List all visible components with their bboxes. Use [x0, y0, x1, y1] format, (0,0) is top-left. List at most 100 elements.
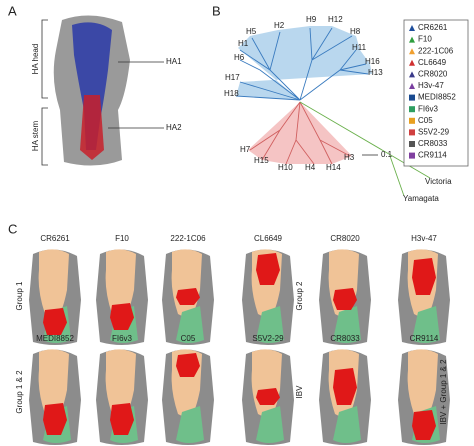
region-label: HA stem	[31, 121, 40, 152]
surface-head	[105, 349, 136, 420]
legend-label: CR8033	[418, 139, 448, 148]
ha-surface	[242, 249, 294, 345]
surface-stem	[333, 306, 361, 343]
legend-marker	[409, 152, 415, 159]
surface-stem	[176, 306, 204, 343]
legend-label: S5V2-29	[418, 128, 450, 137]
epitope	[256, 253, 280, 285]
legend-marker	[409, 25, 415, 31]
surface-stem	[412, 306, 440, 343]
group2-clade	[248, 102, 352, 164]
legend-marker	[409, 94, 415, 101]
legend-label: C05	[418, 116, 433, 125]
epitope	[43, 403, 67, 435]
antibody-label: CR9114	[410, 334, 439, 343]
antibody-label: C05	[181, 334, 196, 343]
antibody-label: MEDI8852	[36, 334, 74, 343]
leaf-label: H10	[278, 163, 293, 172]
ha-surface	[96, 349, 148, 445]
legend	[403, 19, 469, 167]
leaf-label: H18	[224, 89, 239, 98]
subunit-label: HA1	[166, 57, 182, 66]
branches	[249, 101, 351, 165]
group-label: Group 1 & 2	[15, 370, 24, 414]
leaf-label: H4	[305, 163, 316, 172]
antibody-label: CL6649	[254, 234, 283, 243]
leaf-label: H7	[240, 145, 251, 154]
panel-label: B	[212, 3, 221, 18]
legend-marker	[409, 129, 415, 136]
antibody-label: CR8033	[330, 334, 360, 343]
antibody-label: CR6261	[40, 234, 70, 243]
epitope	[333, 368, 357, 405]
legend-label: CR6261	[418, 23, 448, 32]
antibody-label: H3v-47	[411, 234, 437, 243]
epitope	[110, 403, 134, 435]
epitope	[43, 308, 67, 335]
scale-label: 0.1	[381, 150, 393, 159]
leaf-label: H5	[246, 27, 257, 36]
legend-marker	[409, 71, 415, 78]
branches	[235, 27, 369, 101]
panel-label: C	[8, 221, 17, 236]
legend-label: FI6v3	[418, 104, 439, 113]
panel-label: A	[8, 3, 17, 18]
ha-surface	[319, 249, 371, 345]
legend-label: H3v-47	[418, 81, 444, 90]
surface-head	[407, 349, 438, 420]
epitope	[256, 388, 280, 405]
leaf-label: H16	[365, 57, 380, 66]
antibody-label: FI6v3	[112, 334, 133, 343]
leaf-label: H17	[225, 73, 240, 82]
surface-stem	[256, 306, 284, 343]
surface-stem	[176, 406, 204, 443]
ha-surface	[162, 349, 214, 445]
surface-head	[38, 349, 69, 420]
leaf-label: H2	[274, 21, 285, 30]
legend-marker	[409, 106, 415, 113]
group-label: Group 1	[15, 281, 24, 310]
legend-label: 222-1C06	[418, 46, 454, 55]
bracket	[41, 19, 48, 166]
legend-marker	[409, 117, 415, 124]
region-label: HA head	[31, 44, 40, 75]
subunit-label: HA2	[166, 123, 182, 132]
leaf-label: H6	[234, 53, 245, 62]
epitope	[176, 288, 200, 305]
surface-stem	[333, 406, 361, 443]
antibody-label: S5V2-29	[252, 334, 284, 343]
legend-label: CL6649	[418, 58, 447, 67]
epitope	[333, 288, 357, 310]
leaf-label: H15	[254, 156, 269, 165]
group-label: IBV + Group 1 & 2	[439, 359, 448, 425]
leaf-label: H13	[368, 68, 383, 77]
leaf-label: H12	[328, 15, 343, 24]
legend-label: CR9114	[418, 151, 447, 160]
epitope	[176, 353, 200, 377]
epitope	[412, 258, 436, 295]
surface-head	[105, 249, 136, 320]
leaf-label: H11	[352, 43, 367, 52]
leaf-label: H1	[238, 39, 249, 48]
leaf-label: H14	[326, 163, 341, 172]
lineage-label: Yamagata	[403, 194, 439, 203]
surface-stem	[256, 406, 284, 443]
group-label: Group 2	[295, 281, 304, 310]
legend-marker	[409, 36, 415, 43]
leaf-label: H8	[350, 27, 361, 36]
ha-surface	[29, 349, 81, 445]
ha-surface	[242, 349, 294, 445]
leaf-label: H3	[344, 153, 355, 162]
ha-surface	[398, 349, 450, 445]
legend-label: F10	[418, 35, 432, 44]
group-label: IBV	[295, 385, 304, 399]
ha-surface	[29, 249, 81, 345]
leaf-label: H9	[306, 15, 317, 24]
ha-structure	[53, 15, 130, 166]
antibody-label: 222-1C06	[170, 234, 206, 243]
ha-surface	[398, 249, 450, 345]
group1-clade	[236, 26, 372, 100]
antibody-label: CR8020	[330, 234, 360, 243]
legend-label: CR8020	[418, 70, 448, 79]
